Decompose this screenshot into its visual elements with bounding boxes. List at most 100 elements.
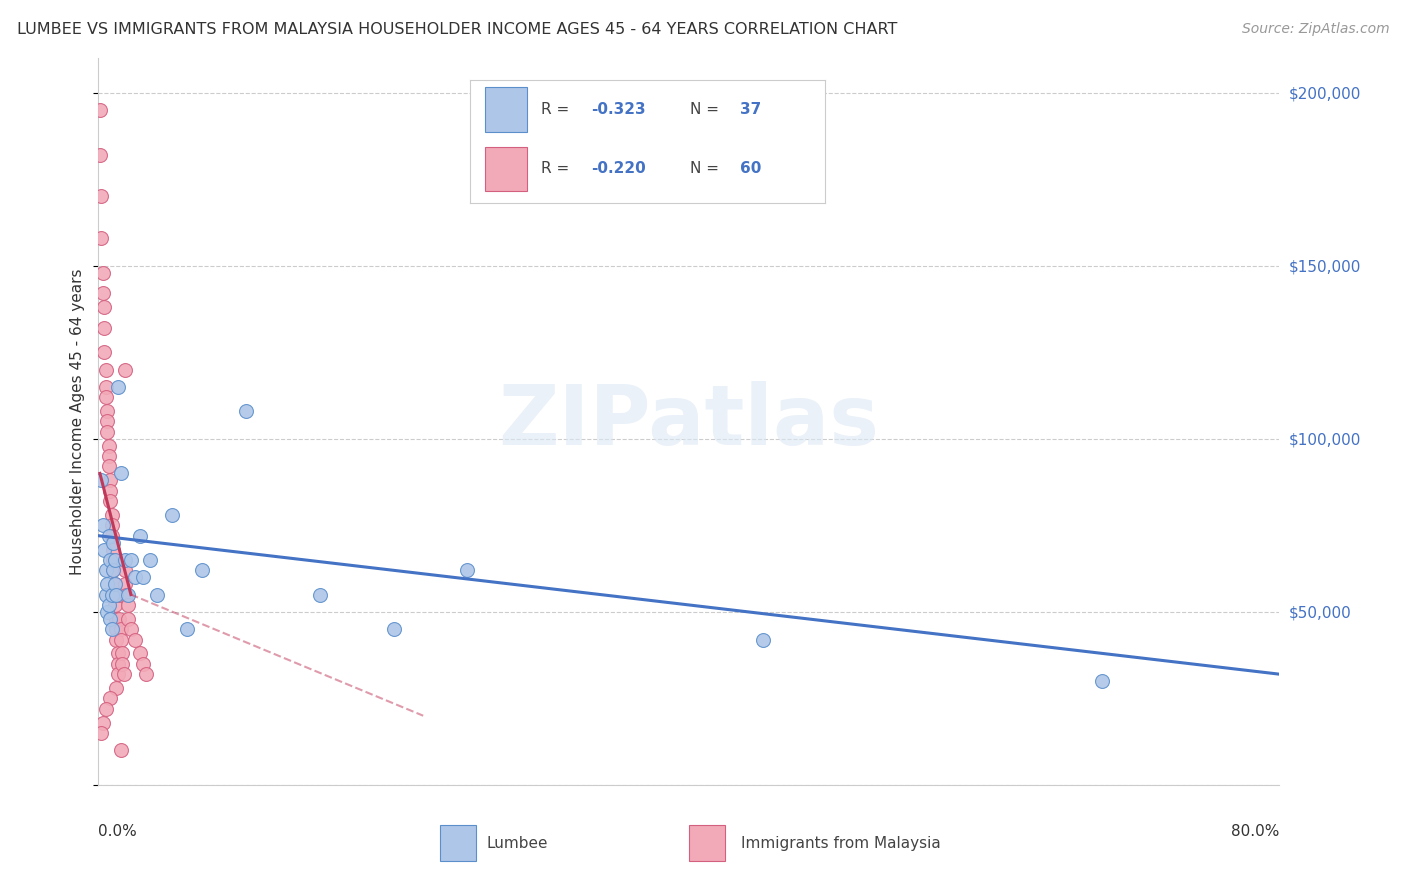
Point [93,300,115,314]
Point [90,473,112,487]
Y-axis label: Householder Income Ages 45 - 64 years: Householder Income Ages 45 - 64 years [70,268,86,574]
Point [108,588,131,602]
Point [107,657,129,671]
Point [105,612,128,626]
Point [98,691,121,706]
Point [111,657,134,671]
Point [1091,674,1114,689]
Point [94,702,117,716]
Point [98,553,121,567]
Point [112,667,135,681]
Point [309,588,332,602]
Point [94,563,117,577]
Point [128,647,150,661]
Point [98,612,121,626]
Point [132,657,155,671]
Point [100,518,122,533]
Point [114,553,136,567]
Point [93,321,115,335]
Point [90,726,112,740]
Point [752,632,775,647]
Point [97,459,120,474]
Point [115,588,138,602]
Point [107,667,129,681]
Text: ZIPatlas: ZIPatlas [499,381,879,462]
Point [100,508,122,522]
Point [97,529,120,543]
Point [139,553,162,567]
Point [103,553,125,567]
Point [117,588,139,602]
Point [104,598,127,612]
Point [97,439,120,453]
Point [103,542,125,557]
Point [93,542,115,557]
Point [382,622,405,636]
Point [103,563,125,577]
Point [235,404,257,418]
Point [96,605,118,619]
Point [97,449,120,463]
Point [104,588,127,602]
Point [104,577,127,591]
Point [117,598,139,612]
Point [105,588,128,602]
Point [128,529,150,543]
Point [104,553,127,567]
Point [98,494,121,508]
Point [96,577,118,591]
Point [105,681,128,695]
Point [135,667,157,681]
Point [105,622,128,636]
Point [120,622,142,636]
Point [108,612,131,626]
Point [146,588,169,602]
Point [104,577,127,591]
Point [107,380,129,394]
Point [124,632,146,647]
Point [105,632,128,647]
Point [120,553,142,567]
Point [111,647,134,661]
Point [100,529,122,543]
Point [114,563,136,577]
Point [96,414,118,429]
Point [176,622,198,636]
Point [117,612,139,626]
Point [114,577,136,591]
Point [91,286,114,301]
Point [96,425,118,439]
Point [94,380,117,394]
Text: LUMBEE VS IMMIGRANTS FROM MALAYSIA HOUSEHOLDER INCOME AGES 45 - 64 YEARS CORRELA: LUMBEE VS IMMIGRANTS FROM MALAYSIA HOUSE… [17,22,897,37]
Point [94,362,117,376]
Point [110,622,132,636]
Text: 80.0%: 80.0% [1232,824,1279,838]
Point [96,404,118,418]
Point [90,231,112,245]
Point [98,473,121,487]
Point [100,622,122,636]
Point [191,563,214,577]
Point [132,570,155,584]
Point [107,647,129,661]
Point [103,563,125,577]
Text: 0.0%: 0.0% [98,824,138,838]
Point [91,715,114,730]
Point [93,345,115,359]
Point [124,570,146,584]
Point [90,189,112,203]
Point [98,483,121,498]
Point [114,362,136,376]
Point [91,266,114,280]
Point [91,518,114,533]
Point [110,632,132,647]
Point [97,598,120,612]
Point [162,508,183,522]
Text: Source: ZipAtlas.com: Source: ZipAtlas.com [1241,22,1389,37]
Point [110,467,132,481]
Point [110,743,132,757]
Point [89,103,111,117]
Point [100,588,122,602]
Point [103,535,125,549]
Point [94,390,117,404]
